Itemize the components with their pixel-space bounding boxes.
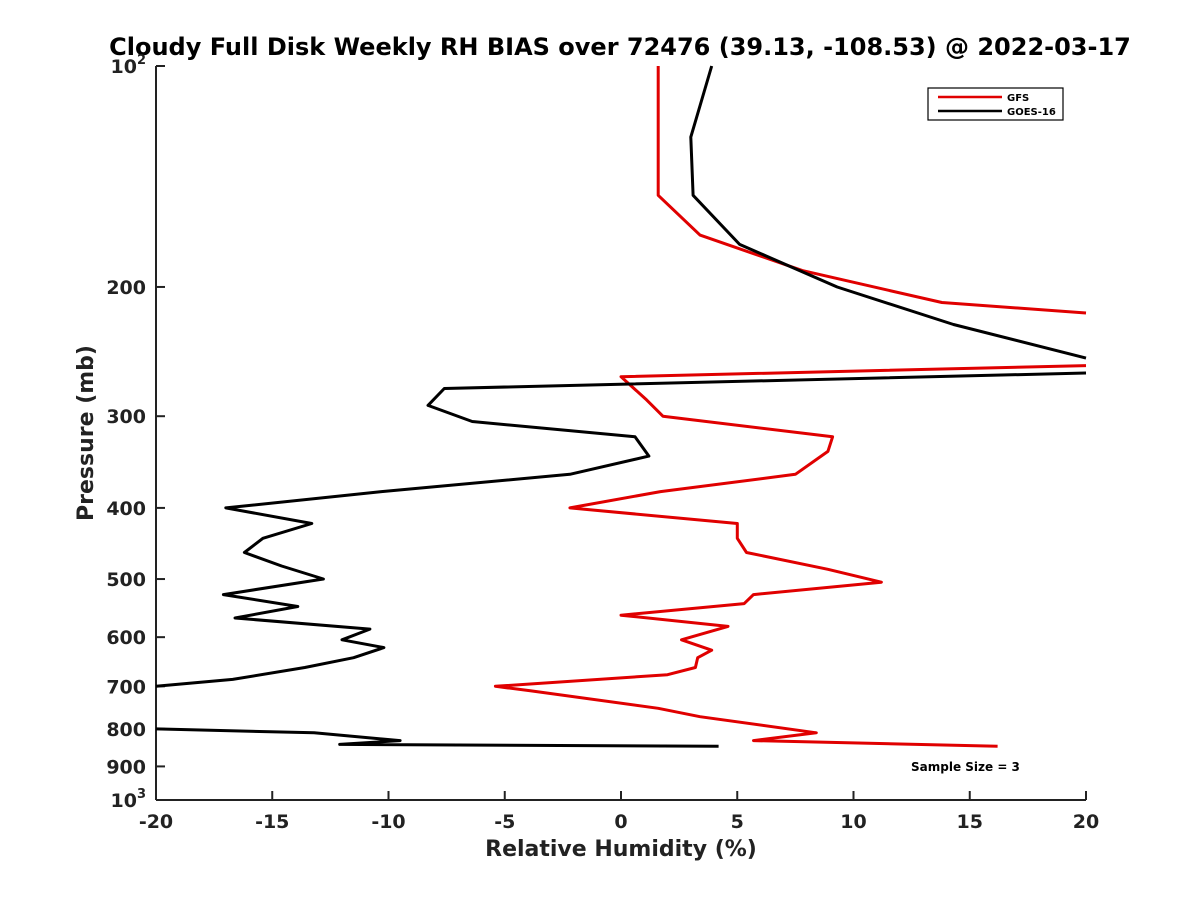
y-tick-label: 300 xyxy=(106,406,146,428)
legend-label-goes-16: GOES-16 xyxy=(1007,107,1056,118)
x-tick-label: 15 xyxy=(957,811,983,833)
y-tick-label: 102 xyxy=(111,53,147,78)
y-tick-label-base: 200 xyxy=(106,277,146,299)
legend: GFS GOES-16 xyxy=(927,87,1064,121)
x-tick-label: 10 xyxy=(840,811,866,833)
sample-size-note: Sample Size = 3 xyxy=(911,760,1020,774)
series-group xyxy=(155,65,1087,748)
x-tick-label: -10 xyxy=(371,811,405,833)
y-tick-label-base: 300 xyxy=(106,406,146,428)
x-axis-label: Relative Humidity (%) xyxy=(485,837,757,862)
x-tick-label: 5 xyxy=(731,811,744,833)
y-tick-label-base: 800 xyxy=(106,719,146,741)
series-line-goes-16 xyxy=(155,65,1087,748)
y-tick-label: 800 xyxy=(106,719,146,741)
y-axis-label: Pressure (mb) xyxy=(74,345,99,521)
y-tick-label: 700 xyxy=(106,676,146,698)
x-ticks: -20 -15 -10 -5 0 5 10 15 20 xyxy=(139,791,1099,833)
y-tick-label-base: 900 xyxy=(106,756,146,778)
y-tick-label: 400 xyxy=(106,498,146,520)
y-tick-label-exponent: 3 xyxy=(137,787,146,802)
y-tick-label-base: 500 xyxy=(106,569,146,591)
x-tick-label: -15 xyxy=(255,811,289,833)
y-tick-label-base: 10 xyxy=(111,56,137,78)
plot-frame xyxy=(155,66,1086,801)
y-tick-label-base: 400 xyxy=(106,498,146,520)
x-tick-label: 20 xyxy=(1073,811,1099,833)
x-tick-label: -5 xyxy=(494,811,515,833)
y-tick-label: 103 xyxy=(111,787,147,812)
y-tick-label: 200 xyxy=(106,277,146,299)
y-tick-label-base: 700 xyxy=(106,676,146,698)
legend-box xyxy=(927,87,1064,121)
x-tick-label: -20 xyxy=(139,811,173,833)
y-tick-label: 600 xyxy=(106,627,146,649)
chart-title: Cloudy Full Disk Weekly RH BIAS over 724… xyxy=(109,33,1131,61)
y-tick-label-base: 10 xyxy=(111,790,137,812)
legend-label-gfs: GFS xyxy=(1007,93,1029,104)
y-tick-label: 500 xyxy=(106,569,146,591)
y-tick-label: 900 xyxy=(106,756,146,778)
y-tick-label-base: 600 xyxy=(106,627,146,649)
y-tick-label-exponent: 2 xyxy=(137,53,146,68)
series-line-gfs xyxy=(493,66,1087,748)
x-tick-label: 0 xyxy=(614,811,627,833)
